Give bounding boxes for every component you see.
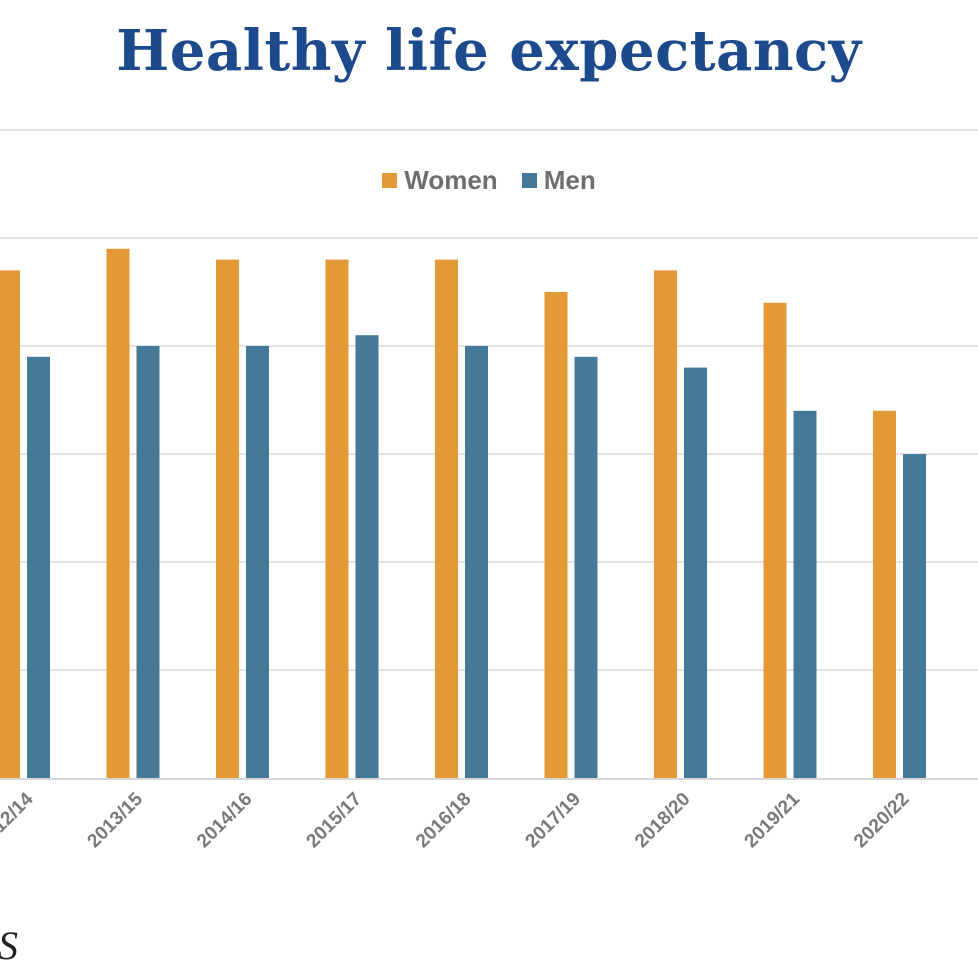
legend-label-men: Men: [543, 165, 596, 195]
x-tick-label: 2021/: [975, 788, 978, 837]
x-tick-label: 2019/21: [741, 788, 805, 852]
bar-women: [763, 302, 787, 778]
title-divider: [0, 129, 978, 131]
x-tick-label: 2013/15: [84, 788, 148, 852]
bar-men: [903, 454, 926, 778]
bar-men: [793, 410, 817, 778]
bar-women: [654, 270, 677, 778]
bar-men: [136, 346, 160, 778]
bar-men: [465, 346, 488, 778]
chart-title: Healthy life expectancy: [116, 18, 862, 84]
legend-swatch-men: [521, 173, 537, 188]
source-fragment: S: [0, 923, 18, 968]
x-tick-label: 2012/14: [0, 788, 38, 852]
x-tick-label: 2020/22: [850, 789, 913, 852]
bar-men: [246, 346, 269, 778]
bar-men: [355, 335, 379, 778]
legend: Women Men: [0, 165, 978, 196]
bar-men: [684, 367, 707, 778]
bar-men: [27, 356, 50, 778]
bar-women: [544, 292, 568, 778]
bar-women: [0, 270, 20, 778]
x-tick-label: 2015/17: [303, 789, 366, 852]
x-tick-label: 2017/19: [522, 789, 585, 852]
legend-label-women: Women: [404, 165, 498, 195]
legend-swatch-women: [382, 173, 398, 188]
x-tick-label: 2016/18: [412, 789, 475, 852]
bar-women: [873, 410, 896, 778]
bar-women: [216, 259, 239, 779]
x-tick-label: 2018/20: [631, 789, 694, 852]
legend-item-women: Women: [382, 165, 498, 196]
bar-men: [574, 356, 598, 778]
x-tick-label: 2014/16: [193, 789, 256, 852]
bar-women: [106, 248, 130, 779]
bar-women: [435, 259, 458, 779]
legend-item-men: Men: [521, 165, 596, 196]
bar-women: [325, 259, 349, 779]
